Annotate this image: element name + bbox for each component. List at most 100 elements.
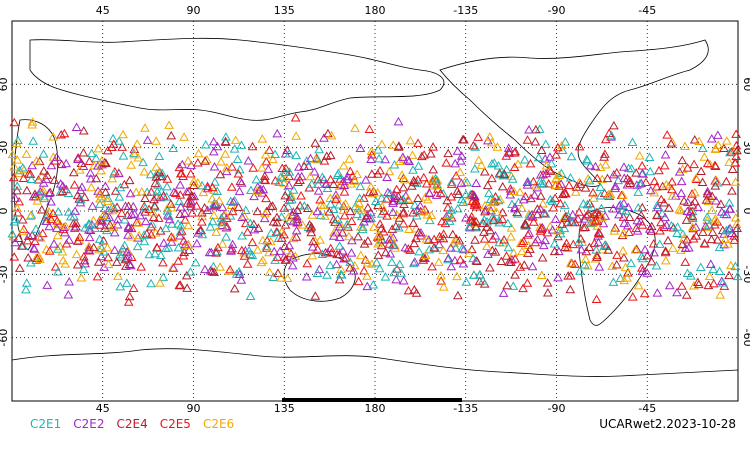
observation-marker <box>29 243 39 252</box>
observation-marker <box>325 243 336 253</box>
observation-marker <box>646 221 657 231</box>
observation-marker <box>152 186 163 196</box>
observation-marker <box>473 132 484 141</box>
observation-marker <box>660 247 671 257</box>
observation-marker <box>147 219 157 228</box>
observation-marker <box>270 255 280 264</box>
observation-marker <box>490 231 501 240</box>
observation-marker <box>322 270 332 279</box>
observation-marker <box>496 256 507 266</box>
observation-marker <box>570 259 580 268</box>
observation-marker <box>86 182 97 192</box>
observation-marker <box>158 272 169 281</box>
observation-marker <box>693 202 703 211</box>
lon-tick-label: 135 <box>274 4 295 17</box>
observation-marker <box>140 207 150 216</box>
observation-marker <box>559 223 570 233</box>
observation-marker <box>261 241 272 250</box>
observation-marker <box>545 194 556 204</box>
observation-marker <box>404 224 414 234</box>
observation-marker <box>538 178 549 187</box>
observation-marker <box>725 204 735 213</box>
observation-marker <box>519 154 530 164</box>
observation-marker <box>334 232 345 241</box>
observation-marker <box>288 185 299 194</box>
observation-marker <box>379 206 389 215</box>
observation-marker <box>370 196 381 205</box>
observation-marker <box>394 156 405 166</box>
observation-marker <box>391 184 402 194</box>
observation-marker <box>700 221 711 230</box>
observation-marker <box>471 201 482 211</box>
observation-marker <box>702 215 713 225</box>
observation-marker <box>63 188 74 198</box>
observation-marker <box>22 235 33 245</box>
observation-marker <box>388 207 398 216</box>
observation-marker <box>229 195 240 205</box>
observation-marker <box>331 259 342 269</box>
observation-marker <box>508 186 519 195</box>
observation-marker <box>424 215 435 225</box>
observation-marker <box>704 271 715 280</box>
observation-marker <box>538 240 549 250</box>
observation-marker <box>660 246 671 255</box>
observation-marker <box>229 144 240 153</box>
observation-marker <box>564 180 574 190</box>
observation-marker <box>207 266 218 276</box>
lon-tick-label: 180 <box>365 4 386 17</box>
observation-marker <box>151 172 162 181</box>
observation-marker <box>423 194 433 204</box>
observation-marker <box>382 172 392 181</box>
observation-marker <box>100 187 111 196</box>
observation-marker <box>434 239 445 249</box>
observation-marker <box>680 257 691 266</box>
observation-marker <box>144 249 155 259</box>
observation-marker <box>76 158 87 168</box>
observation-marker <box>288 216 299 226</box>
observation-marker <box>260 208 270 218</box>
observation-marker <box>36 204 47 214</box>
observation-marker <box>710 144 721 153</box>
observation-marker <box>693 279 704 289</box>
observation-marker <box>467 244 477 254</box>
observation-marker <box>166 232 177 241</box>
observation-marker <box>685 271 696 280</box>
observation-marker <box>352 169 362 178</box>
observation-marker <box>261 193 271 203</box>
observation-marker <box>723 224 734 234</box>
observation-marker <box>76 272 87 282</box>
observation-marker <box>84 225 94 234</box>
observation-marker <box>7 229 18 238</box>
observation-marker <box>525 244 535 253</box>
observation-marker <box>714 266 725 276</box>
observation-marker <box>654 239 665 248</box>
observation-marker <box>637 263 647 272</box>
observation-marker <box>260 150 271 159</box>
observation-marker <box>506 223 517 232</box>
observation-marker <box>71 122 82 131</box>
observation-marker <box>373 239 383 248</box>
observation-marker <box>434 231 445 241</box>
observation-marker <box>371 257 382 267</box>
observation-marker <box>170 188 181 197</box>
observation-marker <box>226 246 236 255</box>
observation-marker <box>139 166 150 176</box>
observation-marker <box>418 252 429 262</box>
observation-marker <box>699 152 710 161</box>
observation-marker <box>426 210 437 220</box>
latitude-ticks-left: 60 30 0 -30 -60 <box>0 77 10 346</box>
observation-marker <box>165 199 176 208</box>
observation-marker <box>707 205 717 215</box>
observation-marker <box>80 223 90 232</box>
observation-marker <box>374 153 384 163</box>
observation-marker <box>724 270 734 280</box>
observation-marker <box>483 249 493 258</box>
observation-marker <box>470 142 481 151</box>
observation-marker <box>75 185 86 195</box>
observation-marker <box>698 227 708 236</box>
observation-marker <box>487 197 498 206</box>
observation-marker <box>656 217 666 227</box>
observation-marker <box>325 150 336 160</box>
observation-marker <box>93 257 104 266</box>
observation-marker <box>251 174 262 184</box>
